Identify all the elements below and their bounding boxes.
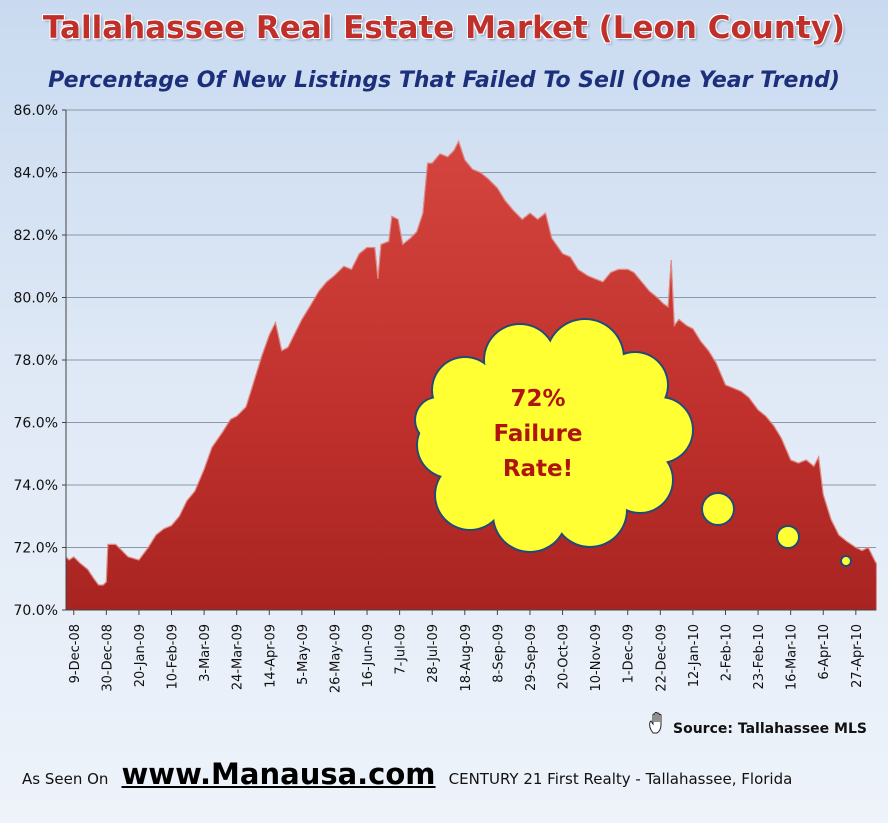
x-tick-label: 14-Apr-09 xyxy=(263,624,278,688)
x-tick-label: 16-Mar-10 xyxy=(785,624,800,690)
x-tick-label: 27-Apr-10 xyxy=(850,624,865,688)
chart-title: Tallahassee Real Estate Market (Leon Cou… xyxy=(42,10,846,46)
x-tick-label: 24-Mar-09 xyxy=(231,624,246,690)
x-tick-label: 20-Jan-09 xyxy=(133,624,148,687)
bubble-body xyxy=(443,360,653,516)
x-tick-label: 7-Jul-09 xyxy=(394,624,409,675)
x-tick-label: 28-Jul-09 xyxy=(426,624,441,683)
footer: As Seen On www.Manausa.com CENTURY 21 Fi… xyxy=(22,757,792,797)
x-tick-label: 1-Dec-09 xyxy=(622,624,637,683)
x-tick-label: 20-Oct-09 xyxy=(557,624,572,689)
source-label: Source: Tallahassee MLS xyxy=(673,721,867,737)
x-tick-label: 12-Jan-10 xyxy=(687,624,702,687)
x-tick-label: 10-Nov-09 xyxy=(589,624,604,692)
x-tick-label: 29-Sep-09 xyxy=(524,624,539,691)
callout-text: Rate! xyxy=(503,456,573,482)
bubble-trail xyxy=(840,555,852,567)
y-tick-label: 82.0% xyxy=(14,228,58,244)
y-tick-label: 70.0% xyxy=(14,603,58,619)
x-tick-label: 23-Feb-10 xyxy=(752,624,767,689)
x-tick-label: 10-Feb-09 xyxy=(166,624,181,689)
axes xyxy=(62,109,876,615)
x-tick-label: 9-Dec-08 xyxy=(68,624,83,683)
callout-text: 72% xyxy=(510,386,565,412)
footer-company: CENTURY 21 First Realty - Tallahassee, F… xyxy=(448,770,793,788)
callout-text: Failure xyxy=(494,421,583,447)
y-tick-label: 86.0% xyxy=(14,103,58,119)
y-tick-label: 74.0% xyxy=(14,478,58,494)
thought-bubble-callout: 72% Failure Rate! xyxy=(414,318,852,567)
x-tick-label: 6-Apr-10 xyxy=(817,624,832,680)
x-tick-label: 18-Aug-09 xyxy=(459,624,474,692)
x-tick-label: 3-Mar-09 xyxy=(198,624,213,682)
x-tick-label: 8-Sep-09 xyxy=(491,624,506,683)
y-tick-label: 80.0% xyxy=(14,291,58,307)
x-tick-label: 30-Dec-08 xyxy=(100,624,115,692)
y-tick-label: 72.0% xyxy=(14,541,58,557)
x-tick-label: 5-May-09 xyxy=(296,624,311,685)
website-link[interactable]: www.Manausa.com xyxy=(121,757,436,791)
y-tick-label: 78.0% xyxy=(14,353,58,369)
y-tick-label: 84.0% xyxy=(14,166,58,182)
y-tick-labels: 70.0% 72.0% 74.0% 76.0% 78.0% 80.0% 82.0% 84.0%… xyxy=(14,103,58,619)
chart-subtitle: Percentage Of New Listings That Failed T… xyxy=(48,68,840,93)
x-tick-label: 26-May-09 xyxy=(328,624,343,693)
bubble-trail xyxy=(776,525,800,549)
footer-prefix: As Seen On xyxy=(22,770,109,788)
series-line xyxy=(65,139,877,586)
x-tick-label: 16-Jun-09 xyxy=(361,624,376,688)
bubble-trail xyxy=(701,492,735,526)
hand-icon xyxy=(649,711,662,734)
x-tick-labels: 9-Dec-08 30-Dec-08 20-Jan-09 10-Feb-09 3-Mar… xyxy=(68,624,865,693)
y-tick-label: 76.0% xyxy=(14,416,58,432)
x-tick-label: 2-Feb-10 xyxy=(720,624,735,681)
x-tick-label: 22-Dec-09 xyxy=(654,624,669,692)
